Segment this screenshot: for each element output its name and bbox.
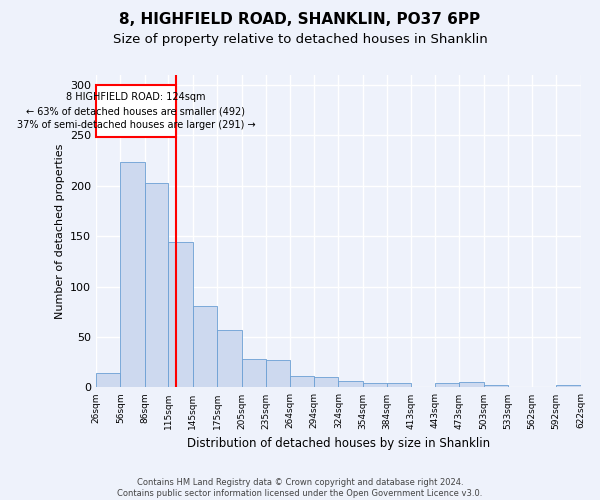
- Bar: [460, 382, 484, 388]
- Bar: [96, 374, 121, 388]
- Bar: [314, 378, 338, 388]
- Bar: [556, 386, 581, 388]
- Bar: [362, 384, 387, 388]
- Text: Contains HM Land Registry data © Crown copyright and database right 2024.
Contai: Contains HM Land Registry data © Crown c…: [118, 478, 482, 498]
- Bar: [387, 384, 410, 388]
- FancyBboxPatch shape: [96, 85, 176, 138]
- Bar: [121, 162, 145, 388]
- Bar: [169, 242, 193, 388]
- X-axis label: Distribution of detached houses by size in Shanklin: Distribution of detached houses by size …: [187, 437, 490, 450]
- Bar: [338, 382, 362, 388]
- Bar: [435, 384, 460, 388]
- Text: 8 HIGHFIELD ROAD: 124sqm
← 63% of detached houses are smaller (492)
37% of semi-: 8 HIGHFIELD ROAD: 124sqm ← 63% of detach…: [17, 92, 255, 130]
- Text: 8, HIGHFIELD ROAD, SHANKLIN, PO37 6PP: 8, HIGHFIELD ROAD, SHANKLIN, PO37 6PP: [119, 12, 481, 28]
- Bar: [193, 306, 217, 388]
- Y-axis label: Number of detached properties: Number of detached properties: [55, 144, 65, 319]
- Bar: [266, 360, 290, 388]
- Bar: [242, 359, 266, 388]
- Bar: [145, 183, 169, 388]
- Bar: [484, 386, 508, 388]
- Text: Size of property relative to detached houses in Shanklin: Size of property relative to detached ho…: [113, 32, 487, 46]
- Bar: [217, 330, 242, 388]
- Bar: [290, 376, 314, 388]
